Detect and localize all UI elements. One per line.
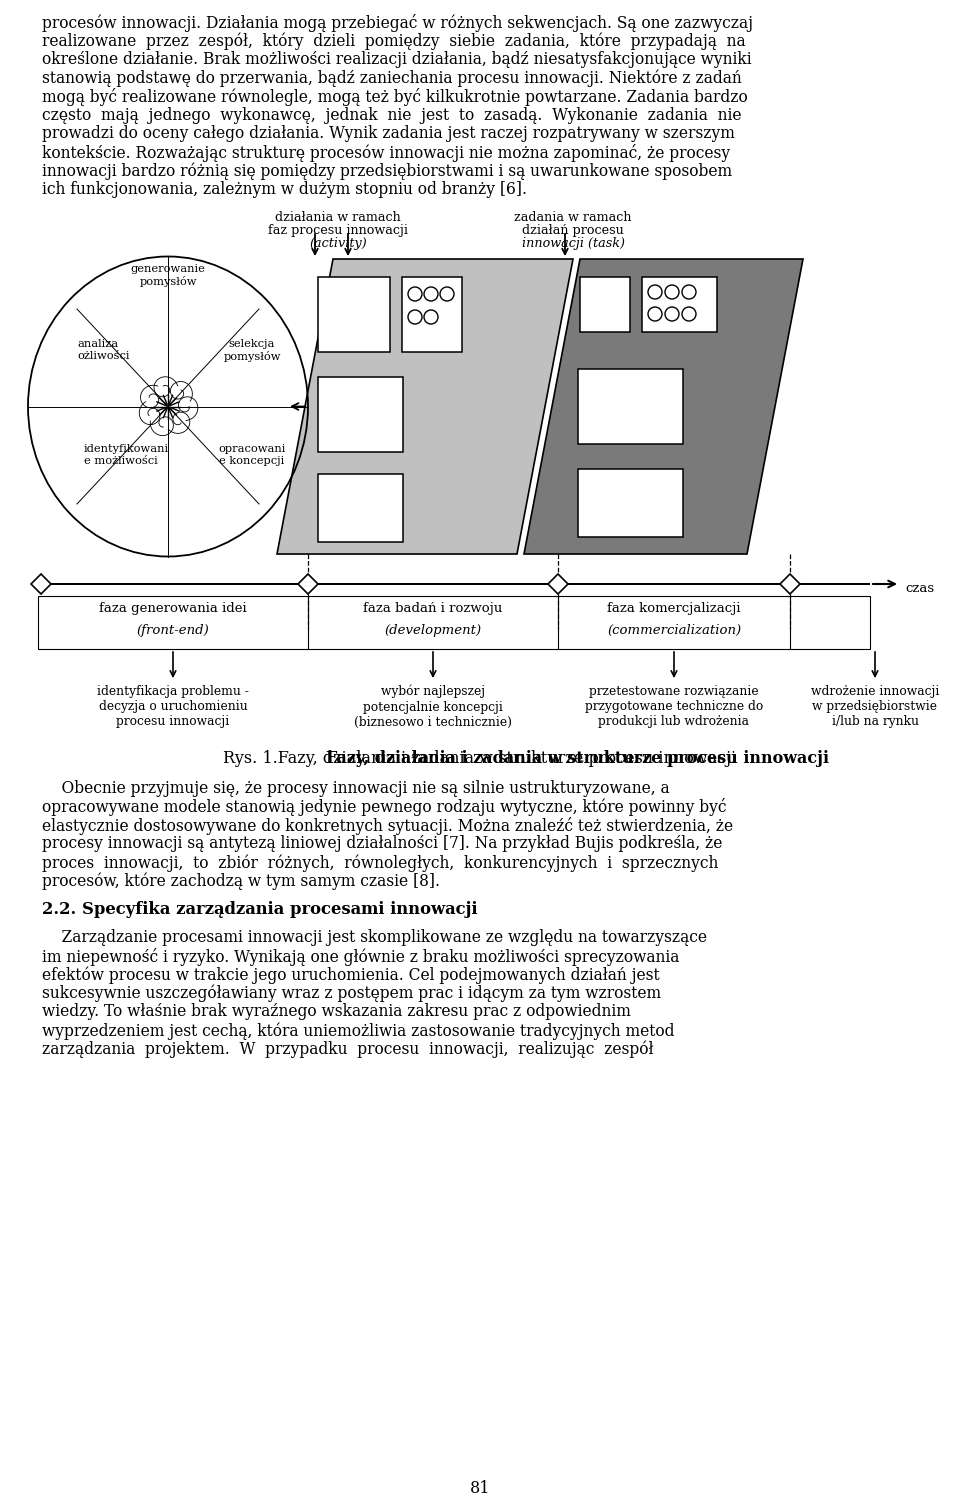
Text: wdrożenie innowacji
w przedsiębiorstwie
i/lub na rynku: wdrożenie innowacji w przedsiębiorstwie … [811, 685, 939, 728]
Text: przetestowane rozwiązanie
przygotowane techniczne do
produkcji lub wdrożenia: przetestowane rozwiązanie przygotowane t… [585, 685, 763, 728]
Circle shape [648, 284, 662, 299]
Circle shape [648, 307, 662, 321]
Text: procesy innowacji są antytezą liniowej działalności [7]. Na przykład Bujis podkr: procesy innowacji są antytezą liniowej d… [42, 835, 722, 852]
Text: ich funkcjonowania, zależnym w dużym stopniu od branży [6].: ich funkcjonowania, zależnym w dużym sto… [42, 181, 527, 197]
Text: Obecnie przyjmuje się, że procesy innowacji nie są silnie ustrukturyzowane, a: Obecnie przyjmuje się, że procesy innowa… [42, 780, 670, 798]
Bar [318, 376, 403, 452]
Bar [38, 582, 870, 585]
Bar [38, 596, 870, 649]
Text: procesów innowacji. Działania mogą przebiegać w różnych sekwencjach. Są one zazw: procesów innowacji. Działania mogą przeb… [42, 14, 753, 32]
Text: wyprzedzeniem jest cechą, która uniemożliwia zastosowanie tradycyjnych metod: wyprzedzeniem jest cechą, która uniemożl… [42, 1022, 675, 1040]
Text: analiza
ożliwości: analiza ożliwości [77, 339, 130, 361]
Text: Zarządzanie procesami innowacji jest skomplikowane ze względu na towarzyszące: Zarządzanie procesami innowacji jest sko… [42, 930, 707, 947]
Text: efektów procesu w trakcie jego uruchomienia. Cel podejmowanych działań jest: efektów procesu w trakcie jego uruchomie… [42, 966, 660, 984]
Bar [642, 277, 717, 333]
Text: faza komercjalizacji: faza komercjalizacji [608, 602, 741, 616]
Text: selekcja
pomysłów: selekcja pomysłów [224, 339, 280, 361]
Text: wybór najlepszej
potencjalnie koncepcji
(biznesowo i technicznie): wybór najlepszej potencjalnie koncepcji … [354, 685, 512, 728]
Text: działania w ramach: działania w ramach [276, 211, 401, 224]
Text: 2.2. Specyfika zarządzania procesami innowacji: 2.2. Specyfika zarządzania procesami inn… [42, 901, 478, 918]
Circle shape [665, 307, 679, 321]
Polygon shape [780, 573, 800, 594]
Bar [580, 277, 630, 333]
Polygon shape [31, 573, 51, 594]
Text: opracowani
e koncepcji: opracowani e koncepcji [218, 444, 286, 465]
Text: kontekście. Rozważając strukturę procesów innowacji nie można zapominać, że proc: kontekście. Rozważając strukturę procesó… [42, 143, 731, 161]
Text: często  mają  jednego  wykonawcę,  jednak  nie  jest  to  zasadą.  Wykonanie  za: często mają jednego wykonawcę, jednak ni… [42, 107, 741, 123]
Circle shape [424, 287, 438, 301]
Text: (commercialization): (commercialization) [607, 625, 741, 637]
Circle shape [665, 284, 679, 299]
Text: sukcesywnie uszczegóławiany wraz z postępem prac i idącym za tym wzrostem: sukcesywnie uszczegóławiany wraz z postę… [42, 984, 661, 1002]
Text: czas: czas [905, 581, 934, 594]
Circle shape [682, 307, 696, 321]
Text: identyfikowani
e możliwości: identyfikowani e możliwości [84, 444, 169, 465]
Text: Rys. 1.Fazy, działania i zadania w strukturze procesu innowacji: Rys. 1.Fazy, działania i zadania w struk… [224, 749, 736, 768]
Text: procesów, które zachodzą w tym samym czasie [8].: procesów, które zachodzą w tym samym cza… [42, 873, 440, 889]
Text: stanowią podstawę do przerwania, bądź zaniechania procesu innowacji. Niektóre z : stanowią podstawę do przerwania, bądź za… [42, 69, 742, 87]
Text: prowadzi do oceny całego działania. Wynik zadania jest raczej rozpatrywany w sze: prowadzi do oceny całego działania. Wyni… [42, 125, 734, 141]
Polygon shape [298, 573, 318, 594]
Polygon shape [548, 573, 568, 594]
Text: (activity): (activity) [309, 236, 367, 250]
Text: identyfikacja problemu -
decyzja o uruchomieniu
procesu innowacji: identyfikacja problemu - decyzja o uruch… [97, 685, 249, 728]
Text: faz procesu innowacji: faz procesu innowacji [268, 224, 408, 236]
Text: mogą być realizowane równolegle, mogą też być kilkukrotnie powtarzane. Zadania b: mogą być realizowane równolegle, mogą te… [42, 87, 748, 105]
Polygon shape [277, 259, 573, 554]
Circle shape [424, 310, 438, 324]
Text: (front-end): (front-end) [136, 625, 209, 637]
Text: zarządzania  projektem.  W  przypadku  procesu  innowacji,  realizując  zespół: zarządzania projektem. W przypadku proce… [42, 1040, 654, 1058]
Text: proces  innowacji,  to  zbiór  różnych,  równoległych,  konkurencyjnych  i  sprz: proces innowacji, to zbiór różnych, równ… [42, 853, 718, 871]
Text: działań procesu: działań procesu [522, 224, 624, 236]
Text: faza generowania idei: faza generowania idei [99, 602, 247, 616]
Bar [318, 474, 403, 542]
Text: im niepewność i ryzyko. Wynikają one głównie z braku możliwości sprecyzowania: im niepewność i ryzyko. Wynikają one głó… [42, 948, 680, 966]
Text: określone działanie. Brak możliwości realizacji działania, bądź niesatysfakcjonu: określone działanie. Brak możliwości rea… [42, 51, 752, 68]
Text: Fazy, działania i zadania w strukturze procesu innowacji: Fazy, działania i zadania w strukturze p… [325, 749, 828, 768]
Text: realizowane  przez  zespół,  który  dzieli  pomiędzy  siebie  zadania,  które  p: realizowane przez zespół, który dzieli p… [42, 33, 746, 50]
Bar [318, 277, 390, 352]
Circle shape [408, 287, 422, 301]
Text: zadania w ramach: zadania w ramach [515, 211, 632, 224]
Bar [578, 470, 683, 537]
Text: 81: 81 [469, 1479, 491, 1497]
Text: faza badań i rozwoju: faza badań i rozwoju [363, 602, 503, 616]
Text: wiedzy. To właśnie brak wyraźnego wskazania zakresu prac z odpowiednim: wiedzy. To właśnie brak wyraźnego wskaza… [42, 1004, 631, 1020]
Circle shape [440, 287, 454, 301]
Bar [402, 277, 462, 352]
Circle shape [682, 284, 696, 299]
Text: opracowywane modele stanowią jedynie pewnego rodzaju wytyczne, które powinny być: opracowywane modele stanowią jedynie pew… [42, 799, 727, 817]
Bar [578, 369, 683, 444]
Text: elastycznie dostosowywane do konkretnych sytuacji. Można znaleźć też stwierdzeni: elastycznie dostosowywane do konkretnych… [42, 817, 733, 835]
Text: (development): (development) [384, 625, 482, 637]
Text: innowacji bardzo różnią się pomiędzy przedsiębiorstwami i są uwarunkowane sposob: innowacji bardzo różnią się pomiędzy prz… [42, 163, 732, 179]
Circle shape [408, 310, 422, 324]
Polygon shape [524, 259, 803, 554]
Text: generowanie
pomysłów: generowanie pomysłów [131, 265, 205, 287]
Text: innowacji (task): innowacji (task) [521, 236, 625, 250]
